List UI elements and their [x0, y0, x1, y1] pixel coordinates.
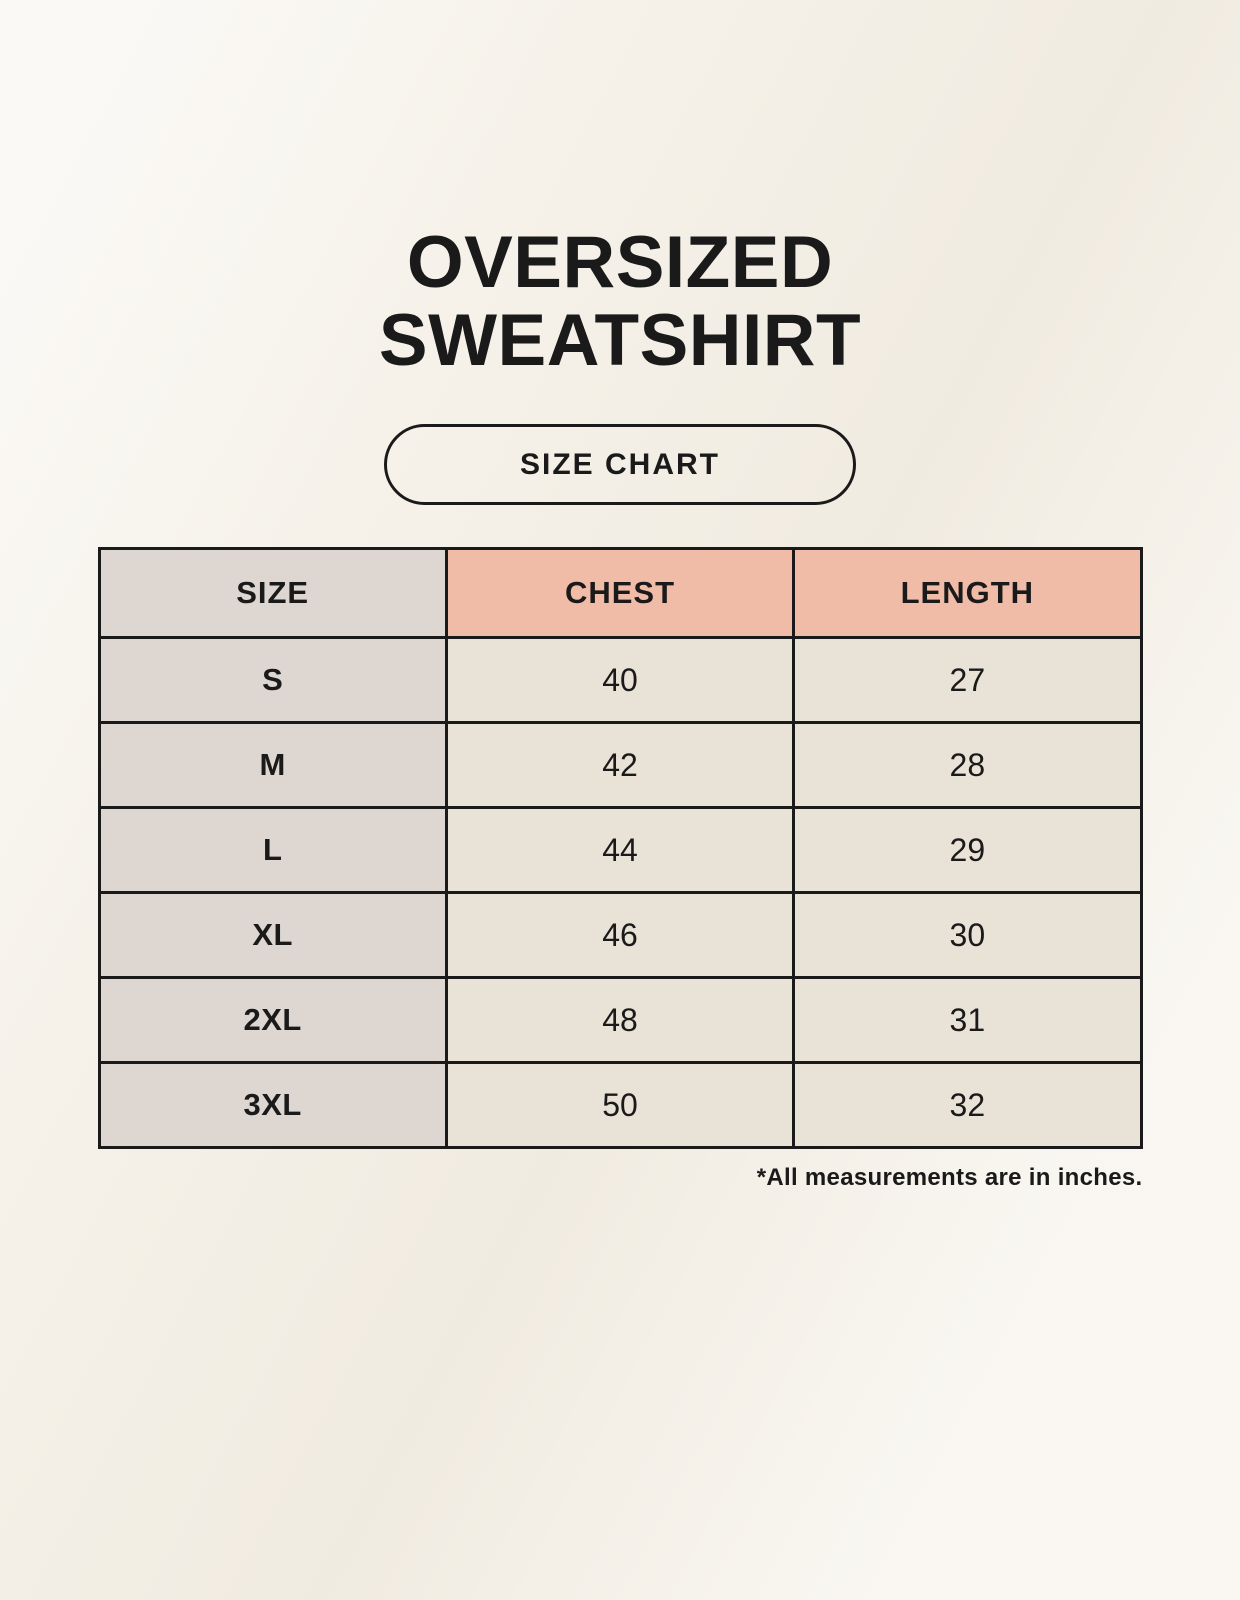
length-cell: 30	[792, 891, 1143, 980]
size-cell: L	[97, 806, 448, 895]
table-row-xl: XL 46 30	[97, 891, 1143, 980]
size-cell: S	[97, 636, 448, 725]
length-cell: 27	[792, 636, 1143, 725]
size-cell: M	[97, 721, 448, 810]
size-chart-table: SIZE CHEST LENGTH S 40 27 M 42 28 L 44 2…	[97, 547, 1143, 1150]
chest-cell: 42	[444, 721, 796, 810]
table-row-l: L 44 29	[97, 806, 1143, 895]
table-row-3xl: 3XL 50 32	[97, 1061, 1143, 1150]
size-cell: 3XL	[97, 1061, 448, 1150]
column-header-size: SIZE	[97, 547, 448, 640]
table-row-2xl: 2XL 48 31	[97, 976, 1143, 1065]
measurements-footnote: *All measurements are in inches.	[756, 1164, 1143, 1192]
table-row-s: S 40 27	[97, 636, 1143, 725]
column-header-length: LENGTH	[792, 547, 1143, 640]
chest-cell: 50	[444, 1061, 796, 1150]
size-chart-button[interactable]: SIZE CHART	[384, 424, 856, 506]
size-cell: XL	[97, 891, 448, 980]
size-cell: 2XL	[97, 976, 448, 1065]
chest-cell: 44	[444, 806, 796, 895]
length-cell: 31	[792, 976, 1143, 1065]
page-title: OVERSIZED SWEATSHIRT	[0, 0, 1240, 380]
length-cell: 28	[792, 721, 1143, 810]
column-header-chest: CHEST	[444, 547, 796, 640]
page-title-line-1: OVERSIZED	[406, 222, 834, 303]
table-header-row: SIZE CHEST LENGTH	[97, 547, 1143, 640]
chest-cell: 48	[444, 976, 796, 1065]
badge-container: SIZE CHART	[0, 424, 1240, 506]
chest-cell: 46	[444, 891, 796, 980]
table-row-m: M 42 28	[97, 721, 1143, 810]
chest-cell: 40	[444, 636, 796, 725]
length-cell: 32	[792, 1061, 1143, 1150]
page-title-line-2: SWEATSHIRT	[378, 300, 862, 382]
length-cell: 29	[792, 806, 1143, 895]
